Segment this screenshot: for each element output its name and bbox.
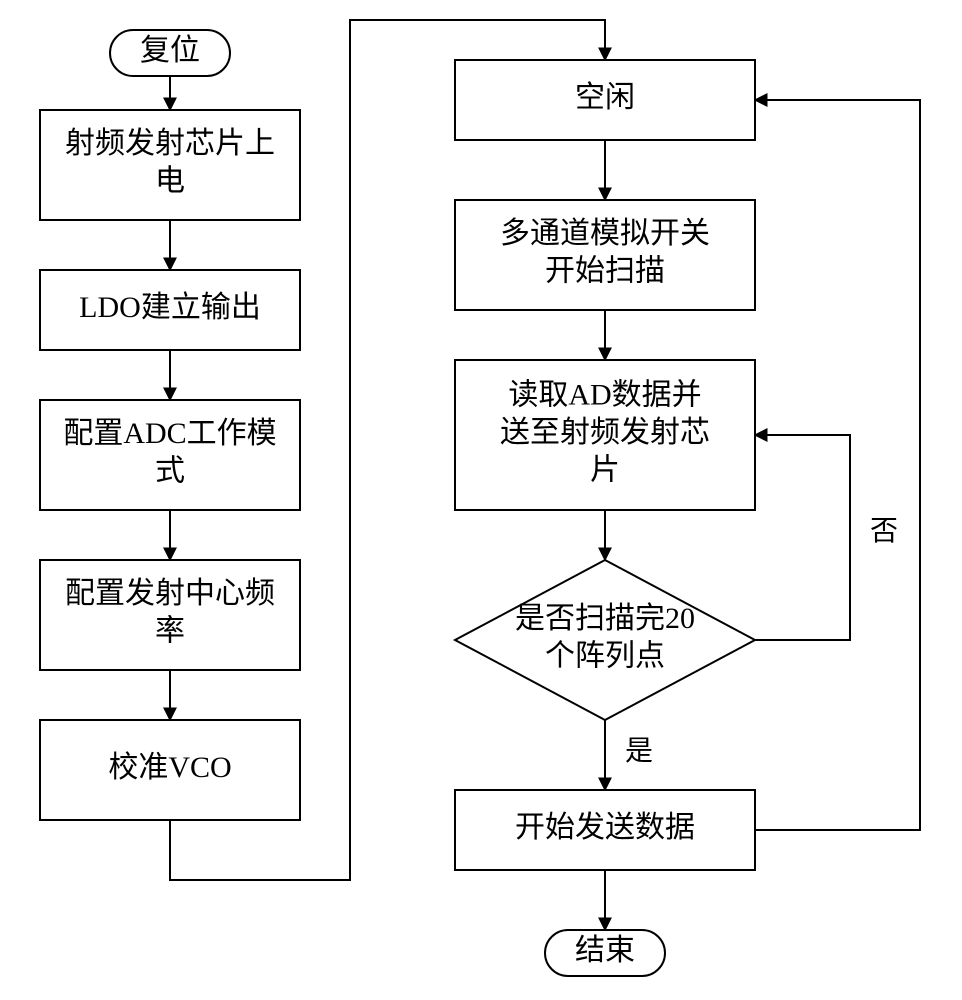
node-n5: 校准VCO: [40, 720, 300, 820]
node-end: 结束: [545, 930, 665, 976]
node-scan: 多通道模拟开关开始扫描: [455, 200, 755, 310]
node-n1-line-1: 电: [155, 165, 185, 198]
node-n2: LDO建立输出: [40, 270, 300, 350]
node-idle-line-0: 空闲: [575, 81, 635, 114]
node-send: 开始发送数据: [455, 790, 755, 870]
node-n5-line-0: 校准VCO: [108, 751, 231, 784]
node-read-line-0: 读取AD数据并: [508, 378, 701, 411]
node-scan-line-1: 开始扫描: [545, 255, 665, 288]
node-reset: 复位: [110, 30, 230, 76]
node-n3-line-1: 式: [155, 455, 185, 488]
node-dec-line-0: 是否扫描完20: [515, 602, 695, 635]
edge-send-idle: [755, 100, 920, 830]
node-reset-line-0: 复位: [140, 34, 200, 67]
node-send-line-0: 开始发送数据: [515, 811, 695, 844]
node-n4-line-0: 配置发射中心频: [65, 577, 275, 610]
node-n3-line-0: 配置ADC工作模: [63, 417, 276, 450]
node-dec-line-1: 个阵列点: [545, 640, 665, 673]
node-n1-line-0: 射频发射芯片上: [65, 127, 275, 160]
node-n2-line-0: LDO建立输出: [79, 291, 261, 324]
node-n4: 配置发射中心频率: [40, 560, 300, 670]
node-read-line-2: 片: [590, 453, 620, 486]
node-read: 读取AD数据并送至射频发射芯片: [455, 360, 755, 510]
node-dec: 是否扫描完20 个阵列点: [455, 560, 755, 720]
node-end-line-0: 结束: [575, 934, 635, 967]
node-scan-line-0: 多通道模拟开关: [500, 217, 710, 250]
edge-dec-read: [755, 435, 850, 640]
edge-label-dec-read: 否: [870, 516, 898, 547]
node-idle: 空闲: [455, 60, 755, 140]
node-read-line-1: 送至射频发射芯: [500, 416, 710, 449]
node-n4-line-1: 率: [155, 615, 185, 648]
flowchart-canvas: 是否复位射频发射芯片上电LDO建立输出配置ADC工作模式配置发射中心频率校准VC…: [0, 0, 962, 1000]
edge-label-dec-send: 是: [625, 736, 653, 767]
node-n3: 配置ADC工作模式: [40, 400, 300, 510]
node-n1: 射频发射芯片上电: [40, 110, 300, 220]
